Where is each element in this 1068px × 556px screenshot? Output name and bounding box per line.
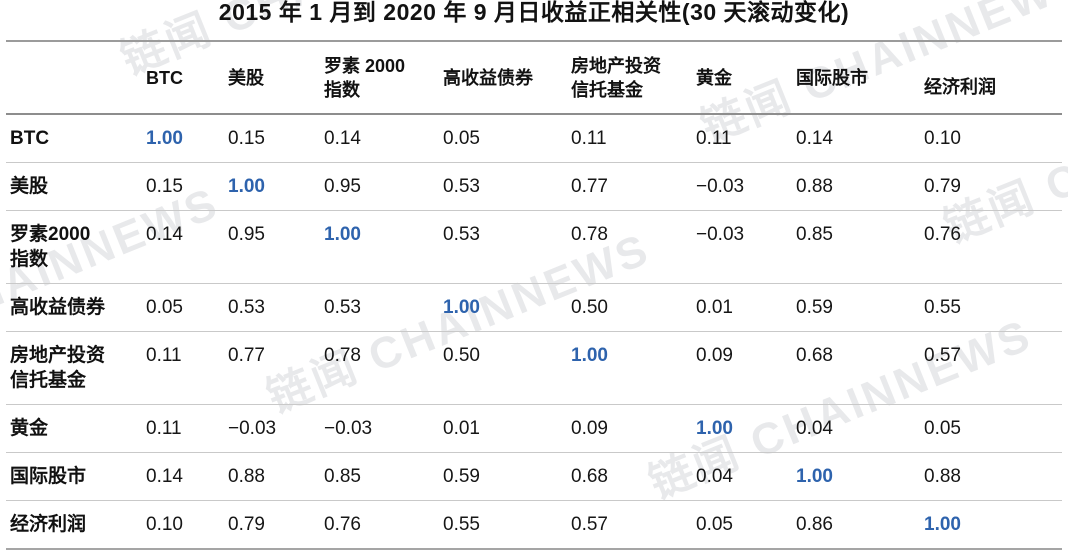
matrix-cell: 0.53	[443, 176, 480, 197]
matrix-cell: 1.00	[796, 466, 833, 487]
matrix-cell: 0.14	[146, 466, 183, 487]
row-label-us-stocks: 美股	[10, 176, 49, 197]
matrix-cell: 0.85	[324, 466, 361, 487]
table-row-us-stocks: 美股 0.15 1.00 0.95 0.53 0.77 −0.03 0.88 0…	[6, 162, 1062, 211]
row-label-intl-stocks: 国际股市	[10, 466, 87, 487]
matrix-cell: 0.15	[228, 128, 265, 149]
matrix-cell: 0.09	[571, 418, 608, 439]
matrix-cell: 0.10	[146, 514, 183, 535]
matrix-cell: 0.11	[571, 128, 607, 149]
matrix-cell: 0.59	[443, 466, 480, 487]
table-row-reits: 房地产投资 信托基金 0.11 0.77 0.78 0.50 1.00 0.09…	[6, 331, 1062, 405]
matrix-cell: 0.95	[324, 176, 361, 197]
matrix-cell: 0.68	[796, 345, 833, 366]
matrix-cell: 0.53	[228, 297, 265, 318]
matrix-cell: 0.76	[924, 224, 961, 245]
col-header-economic-profit: 经济利润	[918, 51, 1062, 124]
matrix-cell: 0.79	[228, 514, 265, 535]
title-divider	[6, 40, 1062, 42]
row-label-high-yield-bonds: 高收益债券	[10, 297, 106, 318]
matrix-cell: 0.79	[924, 176, 961, 197]
matrix-cell: 1.00	[571, 345, 608, 366]
matrix-cell: 0.78	[324, 345, 361, 366]
matrix-cell: 0.76	[324, 514, 361, 535]
col-header-reits: 房地产投资 信托基金	[565, 42, 690, 115]
table-row-gold: 黄金 0.11 −0.03 −0.03 0.01 0.09 1.00 0.04 …	[6, 404, 1062, 453]
matrix-cell: 0.05	[443, 128, 480, 149]
matrix-cell: 0.55	[924, 297, 961, 318]
matrix-cell: 0.50	[443, 345, 480, 366]
matrix-cell: 0.88	[228, 466, 265, 487]
matrix-cell: 0.55	[443, 514, 480, 535]
corner-cell	[6, 42, 140, 115]
matrix-cell: 0.95	[228, 224, 265, 245]
matrix-cell: 1.00	[228, 176, 265, 197]
header-row: BTC 美股 罗素 2000 指数 高收益债券 房地产投资 信托基金 黄金 国际…	[6, 42, 1062, 124]
matrix-cell: 0.14	[146, 224, 183, 245]
matrix-cell: 0.85	[796, 224, 833, 245]
table-row-high-yield-bonds: 高收益债券 0.05 0.53 0.53 1.00 0.50 0.01 0.59…	[6, 283, 1062, 332]
matrix-cell: 1.00	[324, 224, 361, 245]
matrix-cell: 0.10	[924, 128, 961, 149]
page-title: 2015 年 1 月到 2020 年 9 月日收益正相关性(30 天滚动变化)	[218, 0, 850, 25]
matrix-cell: 0.57	[571, 514, 608, 535]
matrix-cell: −0.03	[324, 418, 373, 439]
table-row-intl-stocks: 国际股市 0.14 0.88 0.85 0.59 0.68 0.04 1.00 …	[6, 452, 1062, 501]
matrix-cell: 0.77	[571, 176, 608, 197]
matrix-cell: 0.86	[796, 514, 833, 535]
row-label-btc: BTC	[10, 128, 50, 149]
matrix-cell: −0.03	[696, 224, 745, 245]
matrix-cell: 0.50	[571, 297, 608, 318]
matrix-cell: 0.01	[696, 297, 733, 318]
matrix-cell: 0.11	[696, 128, 732, 149]
col-header-btc: BTC	[140, 42, 222, 115]
matrix-cell: 0.15	[146, 176, 183, 197]
row-label-economic-profit: 经济利润	[10, 514, 87, 535]
row-label-russell2000: 罗素2000 指数	[10, 224, 91, 270]
col-header-intl-stocks: 国际股市	[790, 42, 918, 115]
matrix-cell: 1.00	[924, 514, 961, 535]
matrix-cell: 0.05	[924, 418, 961, 439]
row-label-reits: 房地产投资 信托基金	[10, 345, 106, 391]
matrix-cell: 1.00	[146, 128, 183, 149]
matrix-cell: 0.05	[146, 297, 183, 318]
table-row-economic-profit: 经济利润 0.10 0.79 0.76 0.55 0.57 0.05 0.86 …	[6, 500, 1062, 550]
matrix-cell: 0.68	[571, 466, 608, 487]
col-header-russell2000: 罗素 2000 指数	[318, 42, 437, 115]
matrix-cell: 0.53	[324, 297, 361, 318]
col-header-us-stocks: 美股	[222, 42, 318, 115]
row-label-gold: 黄金	[10, 418, 49, 439]
matrix-cell: 1.00	[696, 418, 733, 439]
correlation-table: BTC 美股 罗素 2000 指数 高收益债券 房地产投资 信托基金 黄金 国际…	[6, 42, 1062, 550]
matrix-cell: 0.77	[228, 345, 265, 366]
matrix-cell: 0.11	[146, 345, 182, 366]
matrix-cell: −0.03	[696, 176, 745, 197]
col-header-gold: 黄金	[690, 42, 790, 115]
matrix-cell: 0.14	[324, 128, 361, 149]
matrix-cell: 0.88	[796, 176, 833, 197]
matrix-cell: 0.11	[146, 418, 182, 439]
matrix-cell: 0.53	[443, 224, 480, 245]
matrix-cell: 0.01	[443, 418, 480, 439]
matrix-cell: −0.03	[228, 418, 277, 439]
matrix-cell: 0.14	[796, 128, 833, 149]
matrix-cell: 0.04	[696, 466, 733, 487]
matrix-cell: 0.04	[796, 418, 833, 439]
matrix-cell: 0.78	[571, 224, 608, 245]
matrix-cell: 0.59	[796, 297, 833, 318]
table-row-btc: BTC 1.00 0.15 0.14 0.05 0.11 0.11 0.14 0…	[6, 114, 1062, 163]
table-row-russell2000: 罗素2000 指数 0.14 0.95 1.00 0.53 0.78 −0.03…	[6, 210, 1062, 284]
matrix-cell: 0.09	[696, 345, 733, 366]
col-header-high-yield-bonds: 高收益债券	[437, 42, 565, 115]
matrix-cell: 1.00	[443, 297, 480, 318]
matrix-cell: 0.05	[696, 514, 733, 535]
matrix-cell: 0.88	[924, 466, 961, 487]
matrix-cell: 0.57	[924, 345, 961, 366]
